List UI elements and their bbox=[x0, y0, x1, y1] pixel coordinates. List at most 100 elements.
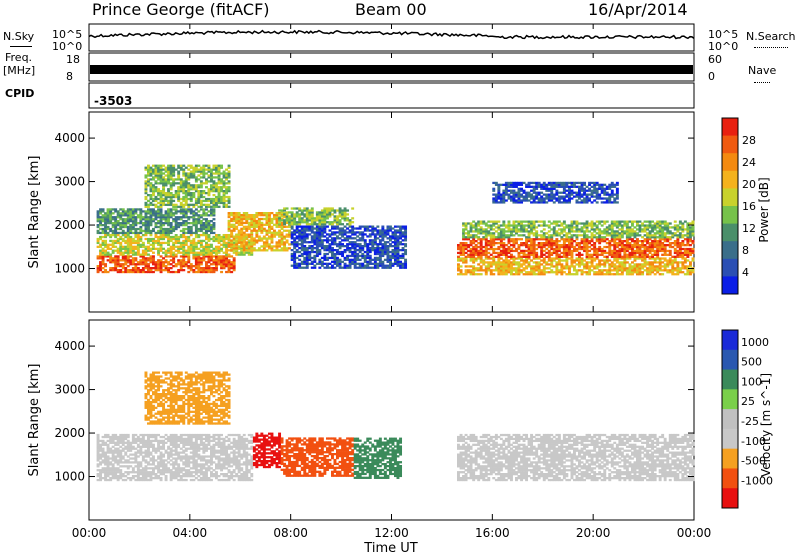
echo-cell bbox=[101, 239, 105, 243]
echo-cell bbox=[457, 244, 460, 247]
echo-cell bbox=[144, 205, 148, 208]
echo-cell bbox=[568, 271, 571, 274]
echo-cell bbox=[177, 225, 181, 229]
echo-cell bbox=[172, 214, 176, 217]
echo-cell bbox=[147, 222, 150, 225]
echo-cell bbox=[502, 222, 506, 225]
echo-cell bbox=[638, 249, 642, 253]
echo-cell bbox=[396, 254, 400, 258]
echo-cell bbox=[212, 222, 216, 225]
echo-cell bbox=[184, 178, 188, 181]
echo-cell bbox=[192, 220, 196, 223]
echo-cell bbox=[129, 261, 133, 264]
echo-cell bbox=[162, 257, 166, 260]
echo-cell bbox=[318, 225, 322, 228]
echo-cell bbox=[318, 241, 322, 244]
echo-cell bbox=[666, 269, 670, 272]
echo-cell bbox=[232, 265, 236, 268]
echo-cell bbox=[613, 269, 617, 272]
echo-cell bbox=[598, 240, 602, 243]
echo-cell bbox=[376, 233, 380, 236]
echo-cell bbox=[152, 176, 155, 179]
echo-cell bbox=[212, 212, 216, 215]
echo-cell bbox=[134, 231, 138, 235]
echo-cell bbox=[371, 239, 375, 242]
echo-cell bbox=[159, 243, 163, 246]
echo-cell bbox=[187, 237, 191, 241]
echo-cell bbox=[661, 265, 665, 268]
echo-cell bbox=[293, 245, 297, 248]
echo-cell bbox=[631, 269, 634, 272]
echo-cell bbox=[152, 270, 155, 274]
echo-cell bbox=[308, 223, 312, 226]
echo-cell bbox=[489, 247, 493, 251]
echo-cell bbox=[255, 233, 259, 236]
echo-cell bbox=[504, 253, 508, 256]
echo-cell bbox=[278, 212, 282, 215]
echo-cell bbox=[318, 260, 322, 263]
echo-cell bbox=[499, 257, 503, 260]
echo-cell bbox=[603, 245, 607, 249]
echo-cell bbox=[459, 253, 463, 256]
echo-cell bbox=[389, 260, 392, 263]
echo-cell bbox=[484, 238, 488, 241]
echo-cell bbox=[106, 245, 110, 248]
echo-cell bbox=[550, 265, 554, 268]
echo-cell bbox=[613, 238, 617, 241]
echo-cell bbox=[283, 247, 287, 250]
echo-cell bbox=[222, 203, 226, 206]
echo-cell bbox=[96, 224, 100, 227]
echo-cell bbox=[129, 216, 133, 219]
echo-cell bbox=[99, 251, 103, 254]
echo-cell bbox=[187, 249, 191, 252]
echo-cell bbox=[217, 257, 221, 260]
echo-cell bbox=[144, 214, 148, 217]
echo-cell bbox=[245, 243, 249, 246]
echo-cell bbox=[643, 255, 647, 258]
echo-cell bbox=[141, 222, 145, 225]
echo-cell bbox=[172, 170, 176, 173]
echo-cell bbox=[512, 245, 516, 249]
echo-cell bbox=[656, 261, 660, 264]
echo-cell bbox=[472, 242, 476, 245]
echo-cell bbox=[192, 241, 196, 245]
echo-cell bbox=[578, 245, 581, 249]
echo-cell bbox=[320, 245, 324, 248]
echo-cell bbox=[131, 247, 135, 250]
echo-cell bbox=[373, 260, 377, 263]
echo-cell bbox=[467, 269, 471, 272]
echo-cell bbox=[144, 166, 148, 169]
echo-cell bbox=[346, 239, 350, 242]
echo-cell bbox=[227, 182, 231, 185]
echo-cell bbox=[348, 243, 352, 246]
echo-cell bbox=[676, 261, 680, 264]
echo-cell bbox=[177, 166, 181, 169]
echo-cell bbox=[124, 255, 128, 258]
echo-cell bbox=[172, 265, 176, 268]
echo-cell bbox=[373, 258, 377, 261]
echo-cell bbox=[613, 222, 617, 225]
echo-cell bbox=[257, 239, 261, 242]
echo-cell bbox=[663, 220, 667, 223]
echo-cell bbox=[636, 263, 639, 266]
echo-cell bbox=[343, 211, 347, 214]
echo-cell bbox=[207, 192, 211, 195]
echo-cell bbox=[300, 219, 304, 222]
echo-cell bbox=[247, 241, 251, 245]
echo-cell bbox=[189, 251, 193, 254]
echo-cell bbox=[184, 243, 188, 246]
echo-cell bbox=[570, 240, 574, 243]
echo-cell bbox=[343, 250, 347, 254]
echo-cell bbox=[225, 186, 229, 189]
echo-cell bbox=[149, 212, 153, 215]
echo-cell bbox=[547, 251, 551, 255]
echo-cell bbox=[552, 244, 556, 247]
echo-cell bbox=[462, 253, 466, 256]
echo-cell bbox=[270, 221, 274, 225]
echo-cell bbox=[225, 178, 229, 181]
echo-cell bbox=[391, 231, 395, 234]
echo-cell bbox=[608, 232, 612, 235]
echo-cell bbox=[278, 233, 282, 236]
echo-cell bbox=[225, 182, 229, 185]
